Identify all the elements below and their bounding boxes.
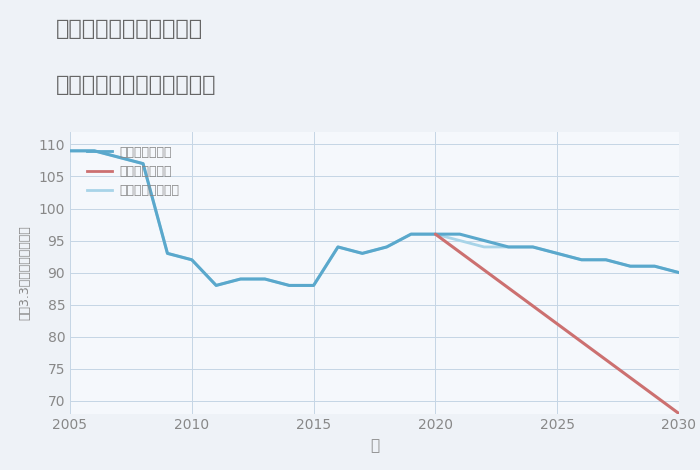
- グッドシナリオ: [675, 270, 683, 275]
- グッドシナリオ: [309, 282, 318, 288]
- グッドシナリオ: [407, 231, 415, 237]
- ノーマルシナリオ: [504, 244, 512, 250]
- グッドシナリオ: [260, 276, 269, 282]
- グッドシナリオ: [237, 276, 245, 282]
- グッドシナリオ: [139, 161, 147, 166]
- ノーマルシナリオ: [334, 244, 342, 250]
- ノーマルシナリオ: [66, 148, 74, 154]
- ノーマルシナリオ: [382, 244, 391, 250]
- グッドシナリオ: [528, 244, 537, 250]
- グッドシナリオ: [431, 231, 440, 237]
- バッドシナリオ: [675, 411, 683, 416]
- Line: グッドシナリオ: グッドシナリオ: [70, 151, 679, 285]
- ノーマルシナリオ: [602, 257, 610, 263]
- グッドシナリオ: [650, 263, 659, 269]
- ノーマルシナリオ: [626, 263, 634, 269]
- Text: 奈良県橿原市西池尻町の: 奈良県橿原市西池尻町の: [56, 19, 203, 39]
- グッドシナリオ: [188, 257, 196, 263]
- ノーマルシナリオ: [90, 148, 99, 154]
- グッドシナリオ: [602, 257, 610, 263]
- ノーマルシナリオ: [188, 257, 196, 263]
- グッドシナリオ: [553, 251, 561, 256]
- ノーマルシナリオ: [309, 282, 318, 288]
- Line: ノーマルシナリオ: ノーマルシナリオ: [70, 151, 679, 285]
- グッドシナリオ: [480, 238, 489, 243]
- Legend: グッドシナリオ, バッドシナリオ, ノーマルシナリオ: グッドシナリオ, バッドシナリオ, ノーマルシナリオ: [83, 141, 185, 202]
- グッドシナリオ: [578, 257, 586, 263]
- ノーマルシナリオ: [553, 251, 561, 256]
- ノーマルシナリオ: [260, 276, 269, 282]
- ノーマルシナリオ: [675, 270, 683, 275]
- グッドシナリオ: [334, 244, 342, 250]
- グッドシナリオ: [504, 244, 512, 250]
- X-axis label: 年: 年: [370, 438, 379, 453]
- ノーマルシナリオ: [163, 251, 172, 256]
- ノーマルシナリオ: [431, 231, 440, 237]
- バッドシナリオ: [431, 231, 440, 237]
- ノーマルシナリオ: [407, 231, 415, 237]
- ノーマルシナリオ: [456, 238, 464, 243]
- ノーマルシナリオ: [358, 251, 367, 256]
- ノーマルシナリオ: [578, 257, 586, 263]
- グッドシナリオ: [456, 231, 464, 237]
- グッドシナリオ: [115, 155, 123, 160]
- グッドシナリオ: [382, 244, 391, 250]
- ノーマルシナリオ: [115, 155, 123, 160]
- グッドシナリオ: [66, 148, 74, 154]
- グッドシナリオ: [285, 282, 293, 288]
- グッドシナリオ: [163, 251, 172, 256]
- ノーマルシナリオ: [285, 282, 293, 288]
- ノーマルシナリオ: [139, 161, 147, 166]
- ノーマルシナリオ: [528, 244, 537, 250]
- Line: バッドシナリオ: バッドシナリオ: [435, 234, 679, 414]
- Y-axis label: 坪（3.3㎡）単価（万円）: 坪（3.3㎡）単価（万円）: [19, 225, 32, 320]
- ノーマルシナリオ: [650, 263, 659, 269]
- Text: 中古マンションの価格推移: 中古マンションの価格推移: [56, 75, 216, 95]
- ノーマルシナリオ: [212, 282, 220, 288]
- ノーマルシナリオ: [237, 276, 245, 282]
- グッドシナリオ: [358, 251, 367, 256]
- グッドシナリオ: [626, 263, 634, 269]
- グッドシナリオ: [90, 148, 99, 154]
- グッドシナリオ: [212, 282, 220, 288]
- ノーマルシナリオ: [480, 244, 489, 250]
- バッドシナリオ: [553, 321, 561, 327]
